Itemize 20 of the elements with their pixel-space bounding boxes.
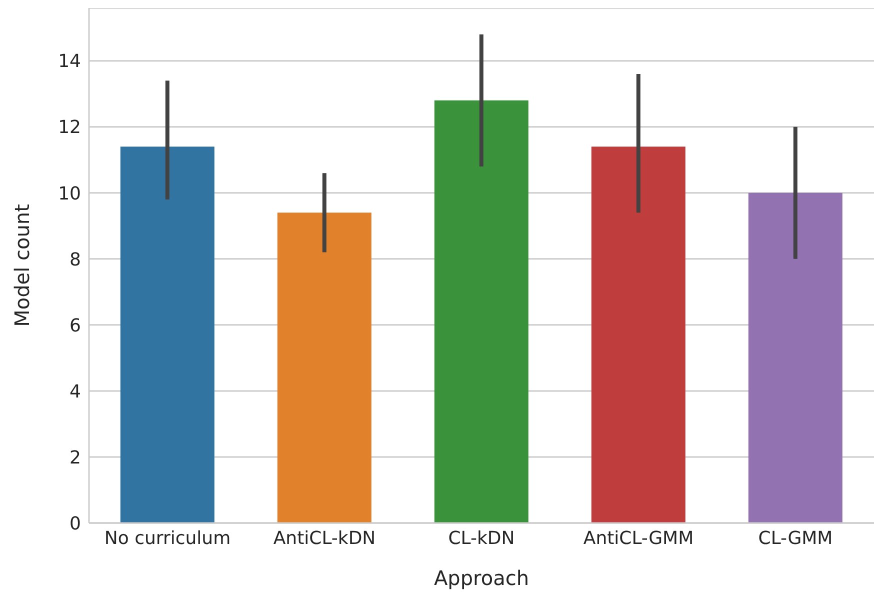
x-axis-title: Approach (434, 566, 530, 590)
y-tick-label: 12 (58, 117, 81, 138)
bar (277, 212, 372, 523)
x-tick-label: No curriculum (104, 528, 231, 549)
bar (120, 146, 214, 523)
y-tick-label: 8 (70, 249, 81, 270)
x-tick-label: AntiCL-GMM (583, 528, 694, 549)
y-tick-label: 6 (70, 315, 81, 336)
bar (748, 192, 842, 523)
x-tick-label: AntiCL-kDN (273, 528, 376, 549)
bar (434, 100, 528, 523)
x-tick-label: CL-kDN (448, 528, 515, 549)
y-tick-label: 0 (70, 513, 81, 534)
y-tick-label: 14 (58, 51, 81, 72)
y-axis-title: Model count (10, 204, 34, 327)
y-tick-label: 2 (70, 447, 81, 468)
y-tick-label: 10 (58, 183, 81, 204)
x-tick-label: CL-GMM (758, 528, 833, 549)
y-tick-label: 4 (70, 381, 81, 402)
bar (591, 146, 686, 523)
